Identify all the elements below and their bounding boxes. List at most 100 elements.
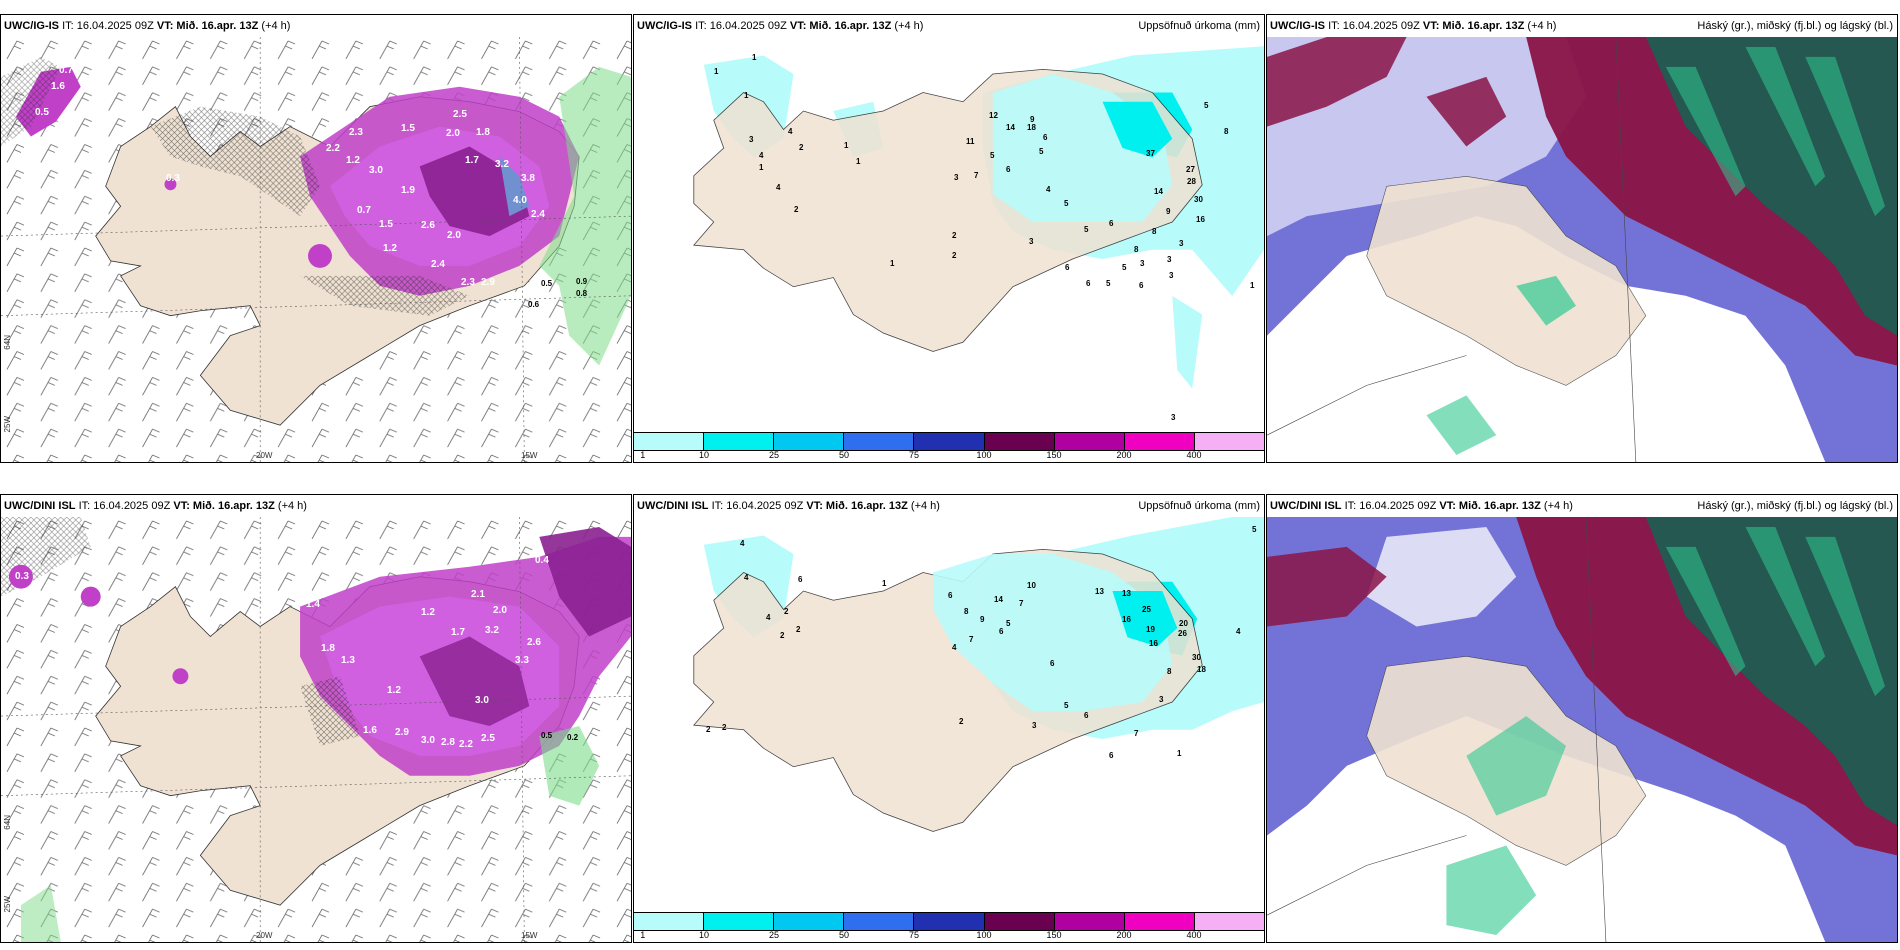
precip-value: 2 <box>959 717 964 726</box>
snow-value: 3.2 <box>495 159 509 170</box>
precip-value: 4 <box>759 151 764 160</box>
panel-subtitle: Uppsöfnuð úrkoma (mm) <box>1138 500 1260 512</box>
cloud-map <box>1267 517 1897 942</box>
snow-value: 1.6 <box>51 81 65 92</box>
precip-value: 2 <box>722 723 727 732</box>
snow-value: 2.0 <box>493 605 507 616</box>
legend-swatch <box>704 433 775 450</box>
precip-value: 6 <box>1084 711 1089 720</box>
legend-swatch <box>984 433 1055 450</box>
precip-value: 16 <box>1149 639 1158 648</box>
precip-value: 9 <box>1030 115 1035 124</box>
precip-value: 4 <box>776 183 781 192</box>
precip-value: 3 <box>749 135 754 144</box>
snow-value: 1.6 <box>363 725 377 736</box>
precip-value: 5 <box>990 151 995 160</box>
precip-value: 30 <box>1192 653 1201 662</box>
snow-value: 2.2 <box>459 739 473 750</box>
snow-value: 2.9 <box>481 277 495 288</box>
precip-value: 5 <box>1064 701 1069 710</box>
legend-swatch <box>984 913 1055 930</box>
precip-value: 3 <box>1140 259 1145 268</box>
panel-top-right: UWC/IG-IS IT: 16.04.2025 09Z VT: Mið. 16… <box>1266 14 1898 463</box>
snow-value: 3.3 <box>515 655 529 666</box>
snow-value: 2.6 <box>421 220 435 231</box>
precip-value: 16 <box>1122 615 1131 624</box>
legend-swatch <box>844 433 915 450</box>
snow-value: 1.7 <box>451 627 465 638</box>
snow-value: 2.4 <box>531 209 545 220</box>
precip-value: 2 <box>706 725 711 734</box>
legend-swatch <box>704 913 775 930</box>
legend-swatch <box>1194 433 1264 450</box>
precip-legend: 1 10 25 50 75 100 150 200 400 <box>634 432 1264 462</box>
snow-value: 2.0 <box>447 230 461 241</box>
panel-subtitle: Uppsöfnuð úrkoma (mm) <box>1138 20 1260 32</box>
precip-value: 2 <box>794 205 799 214</box>
snow-value: 4.0 <box>513 195 527 206</box>
lon-label-15w: 15W <box>521 451 538 460</box>
snow-value: 0.5 <box>35 107 49 118</box>
legend-tick: 75 <box>908 930 919 940</box>
legend-swatch <box>1054 433 1125 450</box>
panel-subtitle: Háský (gr.), miðský (fj.bl.) og lágský (… <box>1697 500 1893 512</box>
precip-value: 6 <box>798 575 803 584</box>
snow-value: 0.7 <box>59 65 73 76</box>
precip-value: 3 <box>1167 255 1172 264</box>
precip-value: 8 <box>1152 227 1157 236</box>
snow-value: 2.3 <box>349 127 363 138</box>
legend-tick: 200 <box>1116 930 1132 940</box>
precip-value: 2 <box>952 231 957 240</box>
snow-value: 0.7 <box>357 205 371 216</box>
snow-value: 2.5 <box>453 109 467 120</box>
legend-swatch <box>774 913 845 930</box>
snow-value: 1.7 <box>465 155 479 166</box>
snow-value: 3.0 <box>421 735 435 746</box>
panel-header: UWC/DINI ISL IT: 16.04.2025 09Z VT: Mið.… <box>1 495 631 517</box>
snow-value: 2.3 <box>461 277 475 288</box>
precip-value: 20 <box>1179 619 1188 628</box>
precip-value: 13 <box>1122 589 1131 598</box>
snow-value: 2.1 <box>471 589 485 600</box>
panel-bottom-middle: UWC/DINI ISL IT: 16.04.2025 09Z VT: Mið.… <box>633 494 1265 943</box>
legend-tick: 1 <box>640 930 646 940</box>
precip-value: 14 <box>1154 187 1163 196</box>
precip-value: 25 <box>1142 605 1151 614</box>
precip-value: 4 <box>952 643 957 652</box>
precip-value: 7 <box>969 635 974 644</box>
snow-value: 2.5 <box>481 733 495 744</box>
lon-label-20w: 20W <box>256 451 273 460</box>
precip-value: 1 <box>714 67 719 76</box>
precip-value: 16 <box>1196 215 1205 224</box>
precip-value: 1 <box>744 91 749 100</box>
lon-label-25w: 25W <box>3 895 12 912</box>
precip-value: 8 <box>1224 127 1229 136</box>
snow-value: 1.9 <box>401 185 415 196</box>
snow-value: 3.2 <box>485 625 499 636</box>
precip-value: 4 <box>740 539 745 548</box>
precip-value: 9 <box>980 615 985 624</box>
panel-subtitle: Háský (gr.), miðský (fj.bl.) og lágský (… <box>1697 20 1893 32</box>
precip-value: 14 <box>994 595 1003 604</box>
precip-map <box>693 46 1264 389</box>
panel-header: UWC/DINI ISL IT: 16.04.2025 09Z VT: Mið.… <box>1267 495 1897 517</box>
legend-tick: 400 <box>1186 930 1202 940</box>
precip-value: 6 <box>999 627 1004 636</box>
snow-wind-map <box>1 37 631 462</box>
precip-value: 3 <box>1159 695 1164 704</box>
precip-value: 10 <box>1027 581 1036 590</box>
snow-value: 0.8 <box>576 289 588 298</box>
cloud-map <box>1267 37 1897 462</box>
precip-value: 5 <box>1039 147 1044 156</box>
precip-value: 7 <box>1019 599 1024 608</box>
precip-map <box>693 517 1264 832</box>
panel-header: UWC/DINI ISL IT: 16.04.2025 09Z VT: Mið.… <box>634 495 1264 517</box>
precip-value: 6 <box>1139 281 1144 290</box>
precip-value: 8 <box>1134 245 1139 254</box>
precip-value: 6 <box>948 591 953 600</box>
precip-value: 12 <box>989 111 998 120</box>
snow-value: 0.4 <box>535 555 549 566</box>
legend-tick: 200 <box>1116 450 1132 460</box>
snow-value: 0.3 <box>166 173 180 184</box>
precip-value: 6 <box>1006 165 1011 174</box>
